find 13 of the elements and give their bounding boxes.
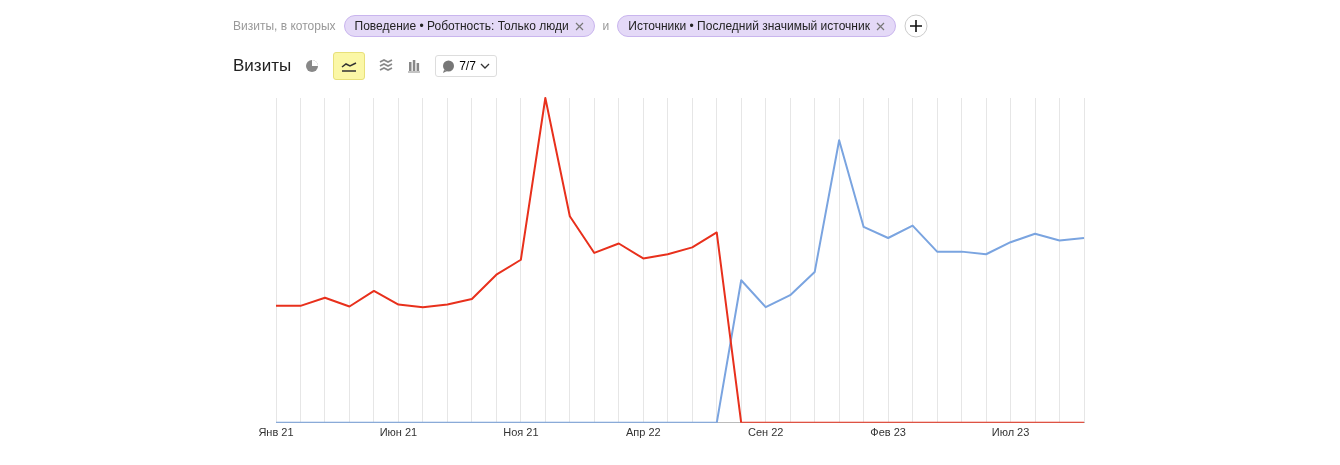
x-tick-label: Июн 21 [379, 426, 418, 439]
x-tick-label: Июл 23 [991, 426, 1030, 439]
x-tick-label: Сен 22 [747, 426, 784, 439]
x-tick-label: Апр 22 [625, 426, 661, 439]
x-tick-label: Янв 21 [258, 426, 294, 439]
text: Визиты, в которых [233, 19, 336, 33]
x-tick-label: Ноя 21 [503, 426, 539, 439]
text: Источники • Последний значимый источник [628, 19, 870, 33]
text: 7/7 [459, 59, 476, 73]
text: и [602, 19, 610, 33]
chart-title: Визиты [233, 56, 292, 76]
x-tick-label: Фев 23 [870, 426, 906, 439]
text: Поведение • Роботность: Только люди [354, 19, 569, 33]
